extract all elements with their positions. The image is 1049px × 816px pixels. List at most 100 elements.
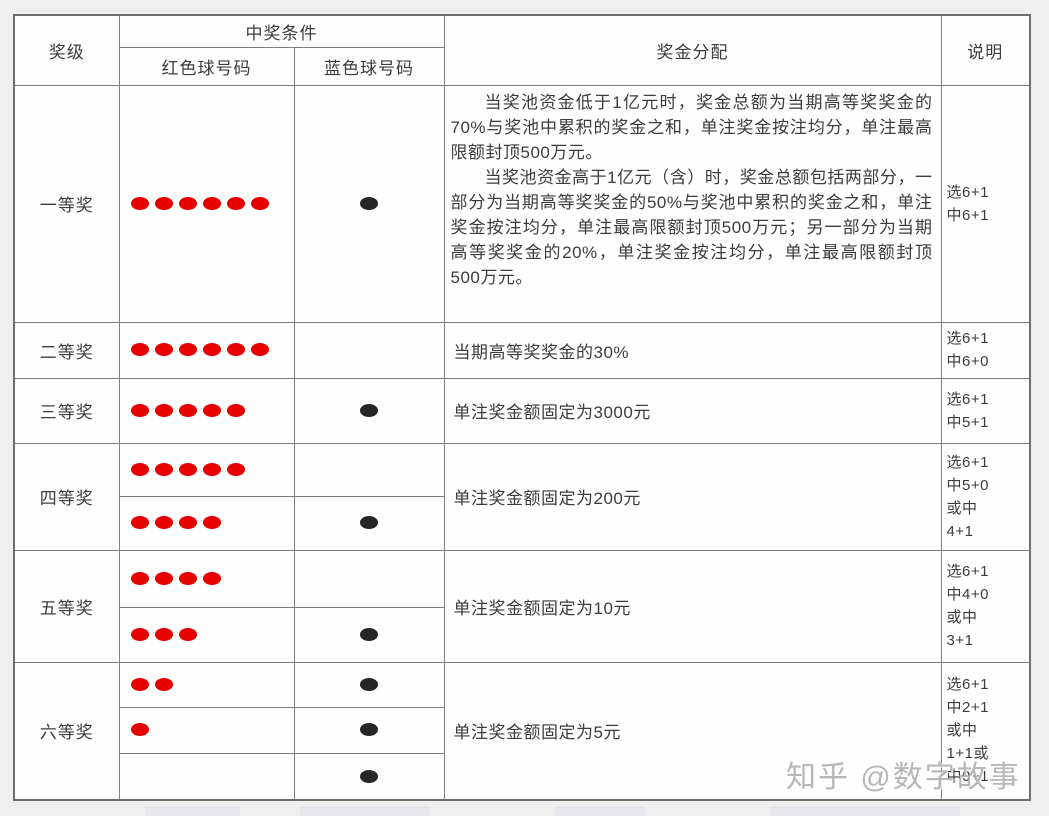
cropped-fragment <box>555 806 645 816</box>
red-ball-icon <box>154 196 173 210</box>
blue-ball-icon <box>359 196 378 210</box>
red-ball-icon <box>154 462 173 476</box>
lottery-prize-table: 奖级 中奖条件 奖金分配 说明 红色球号码 蓝色球号码 一等奖 当奖池资金低于1… <box>13 14 1031 801</box>
red-ball-icon <box>154 516 173 530</box>
red-ball-icon <box>250 196 269 210</box>
red-ball-icon <box>202 462 221 476</box>
header-red-balls: 红色球号码 <box>118 46 295 86</box>
red-balls-cell-1 <box>118 84 295 323</box>
blue-ball-icon <box>359 769 378 783</box>
table-row <box>14 495 1030 551</box>
prize-level-6: 六等奖 <box>13 661 120 801</box>
blue-ball-icon <box>359 627 378 641</box>
table-row: 四等奖 单注奖金额固定为200元 选6+1 中5+0 或中 4+1 <box>13 442 1031 551</box>
note-2: 选6+1 中6+0 <box>940 321 1031 379</box>
red-balls-cell-4b <box>118 495 295 551</box>
table-row: 一等奖 当奖池资金低于1亿元时，奖金总额为当期高等奖奖金的70%与奖池中累积的奖… <box>13 84 1031 323</box>
note-4: 选6+1 中5+0 或中 4+1 <box>940 442 1031 551</box>
table-row: 三等奖 单注奖金额固定为3000元 选6+1 中5+1 <box>13 377 1031 444</box>
red-balls-cell-6c <box>118 752 295 801</box>
red-ball-icon <box>226 343 245 357</box>
blue-ball-icon <box>359 723 378 737</box>
table-row: 六等奖 单注奖金额固定为5元 选6+1 中2+1 或中 1+1或 中0+1 <box>13 661 1031 801</box>
red-ball-icon <box>178 462 197 476</box>
red-ball-icon <box>178 627 197 641</box>
red-ball-icon <box>178 403 197 417</box>
red-ball-icon <box>154 403 173 417</box>
red-ball-icon <box>226 196 245 210</box>
red-ball-icon <box>250 343 269 357</box>
blue-balls-cell-4a <box>293 442 445 497</box>
prize-level-1: 一等奖 <box>13 84 120 323</box>
red-balls-cell-4a <box>118 442 295 497</box>
red-ball-icon <box>130 403 149 417</box>
red-ball-icon <box>178 571 197 585</box>
blue-balls-cell-6c <box>293 752 445 801</box>
red-ball-icon <box>178 343 197 357</box>
red-balls-cell-5a <box>118 549 295 608</box>
table-row <box>14 606 1030 663</box>
red-ball-icon <box>202 403 221 417</box>
blue-ball-icon <box>359 677 378 691</box>
note-6: 选6+1 中2+1 或中 1+1或 中0+1 <box>940 661 1031 801</box>
blue-balls-cell-5b <box>293 606 445 663</box>
header-blue-balls: 蓝色球号码 <box>293 46 445 86</box>
red-balls-cell-2 <box>118 321 295 379</box>
blue-ball-icon <box>359 516 378 530</box>
blue-balls-cell-4b <box>293 495 445 551</box>
blue-balls-cell-1 <box>293 84 445 323</box>
prize-distribution-6: 单注奖金额固定为5元 <box>443 661 942 801</box>
blue-balls-cell-5a <box>293 549 445 608</box>
red-ball-icon <box>130 627 149 641</box>
prize-distribution-4: 单注奖金额固定为200元 <box>443 442 942 551</box>
red-ball-icon <box>226 403 245 417</box>
prize-level-2: 二等奖 <box>13 321 120 379</box>
red-ball-icon <box>178 516 197 530</box>
prize-distribution-3: 单注奖金额固定为3000元 <box>443 377 942 444</box>
red-ball-icon <box>154 677 173 691</box>
cropped-fragment <box>300 806 430 816</box>
prize-distribution-5: 单注奖金额固定为10元 <box>443 549 942 663</box>
prize-rule-paragraph: 当奖池资金低于1亿元时，奖金总额为当期高等奖奖金的70%与奖池中累积的奖金之和，… <box>450 92 933 162</box>
cropped-bottom-content <box>0 801 1049 816</box>
blue-balls-cell-2 <box>293 321 445 379</box>
red-ball-icon <box>130 723 149 737</box>
blue-balls-cell-6a <box>293 661 445 708</box>
red-balls-cell-6a <box>118 661 295 708</box>
prize-level-3: 三等奖 <box>13 377 120 444</box>
red-ball-icon <box>130 677 149 691</box>
red-ball-icon <box>226 462 245 476</box>
zhihu-watermark: 知乎 @数字故事 <box>786 761 1021 794</box>
cropped-fragment <box>145 806 240 816</box>
red-ball-icon <box>130 462 149 476</box>
note-3: 选6+1 中5+1 <box>940 377 1031 444</box>
red-ball-icon <box>202 343 221 357</box>
prize-distribution-1: 当奖池资金低于1亿元时，奖金总额为当期高等奖奖金的70%与奖池中累积的奖金之和，… <box>443 84 942 323</box>
blue-ball-icon <box>359 403 378 417</box>
note-5: 选6+1 中4+0 或中 3+1 <box>940 549 1031 663</box>
cropped-fragment <box>770 806 960 816</box>
header-prize-distribution: 奖金分配 <box>443 14 942 86</box>
table-row <box>14 706 1030 754</box>
prize-rule-paragraph: 当奖池资金高于1亿元（含）时，奖金总额包括两部分，一部分为当期高等奖奖金的50%… <box>450 167 933 287</box>
prize-distribution-2: 当期高等奖奖金的30% <box>443 321 942 379</box>
note-1: 选6+1 中6+1 <box>940 84 1031 323</box>
header-winning-condition: 中奖条件 <box>118 14 445 48</box>
red-ball-icon <box>154 571 173 585</box>
red-ball-icon <box>130 196 149 210</box>
blue-balls-cell-6b <box>293 706 445 754</box>
red-ball-icon <box>130 343 149 357</box>
red-balls-cell-3 <box>118 377 295 444</box>
red-ball-icon <box>154 343 173 357</box>
red-ball-icon <box>202 516 221 530</box>
table-row: 五等奖 单注奖金额固定为10元 选6+1 中4+0 或中 3+1 <box>13 549 1031 663</box>
blue-balls-cell-3 <box>293 377 445 444</box>
red-ball-icon <box>130 571 149 585</box>
header-note: 说明 <box>940 14 1031 86</box>
table-row: 二等奖 当期高等奖奖金的30% 选6+1 中6+0 <box>13 321 1031 379</box>
red-ball-icon <box>178 196 197 210</box>
red-ball-icon <box>202 571 221 585</box>
red-ball-icon <box>130 516 149 530</box>
red-ball-icon <box>154 627 173 641</box>
red-balls-cell-5b <box>118 606 295 663</box>
